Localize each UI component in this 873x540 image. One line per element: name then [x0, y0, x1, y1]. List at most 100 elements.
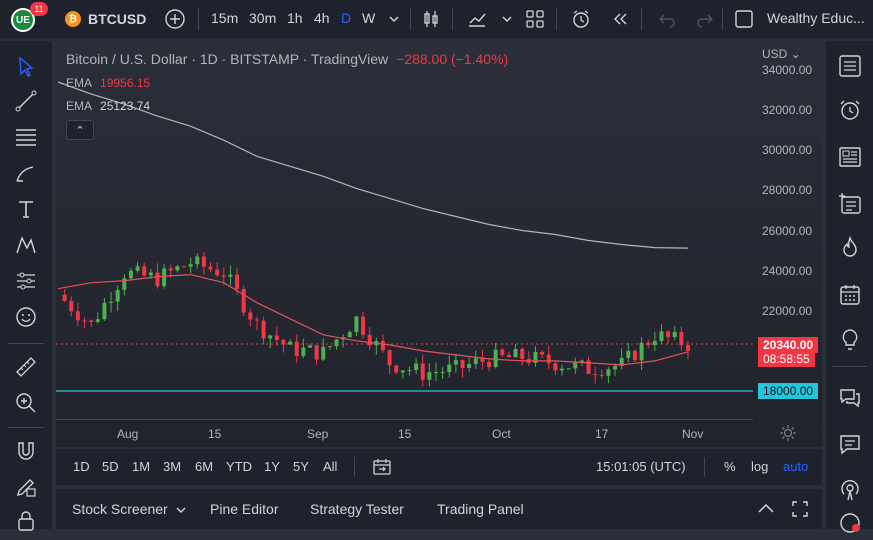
candle-body: [281, 340, 286, 345]
time-axis[interactable]: [56, 419, 753, 447]
price-tick: 24000.00: [762, 264, 813, 278]
tab-pine-editor[interactable]: Pine Editor: [210, 501, 279, 517]
time-tick: 15: [208, 427, 222, 441]
ema-legend-1[interactable]: EMA 19956.15: [66, 76, 150, 90]
zoom-in-icon[interactable]: [14, 391, 38, 415]
interval-d[interactable]: D: [341, 10, 352, 26]
time-tick: Sep: [307, 427, 329, 441]
price-chart[interactable]: [0, 0, 873, 529]
chevron-down-icon[interactable]: [496, 8, 518, 30]
watchlist-icon[interactable]: [838, 54, 862, 78]
range-all[interactable]: All: [323, 459, 338, 474]
percent-scale-toggle[interactable]: %: [724, 459, 736, 474]
log-scale-toggle[interactable]: log: [751, 459, 769, 474]
indicators-icon[interactable]: [466, 8, 488, 30]
pattern-icon[interactable]: [14, 233, 38, 257]
range-5y[interactable]: 5Y: [293, 459, 309, 474]
replay-icon[interactable]: [609, 8, 631, 30]
cursor-icon[interactable]: [14, 55, 38, 79]
notification-badge: 11: [30, 2, 48, 16]
chevron-down-icon[interactable]: [383, 8, 405, 30]
candle-body: [115, 289, 120, 302]
tab-stock-screener[interactable]: Stock Screener: [72, 501, 168, 517]
chevron-down-icon[interactable]: [174, 503, 188, 517]
candle-body: [414, 363, 419, 371]
undo-icon[interactable]: [656, 8, 678, 30]
ema-label: EMA: [66, 76, 93, 90]
interval-w[interactable]: W: [362, 10, 376, 26]
auto-scale-toggle[interactable]: auto: [783, 459, 809, 474]
text-icon[interactable]: [14, 197, 38, 221]
symbol-search[interactable]: BTCUSD: [88, 11, 147, 27]
account-name[interactable]: Wealthy Educ...: [767, 10, 865, 26]
trend-line-icon[interactable]: [14, 89, 38, 113]
currency-selector[interactable]: USD ⌄: [762, 47, 801, 61]
utc-clock[interactable]: 15:01:05 (UTC): [596, 459, 686, 474]
range-1d[interactable]: 1D: [73, 459, 90, 474]
divider: [198, 8, 199, 30]
time-tick: Aug: [117, 427, 139, 441]
tab-strategy-tester[interactable]: Strategy Tester: [310, 501, 404, 517]
compare-add-icon[interactable]: [164, 8, 186, 30]
date-range-icon[interactable]: [372, 457, 392, 477]
range-1y[interactable]: 1Y: [264, 459, 280, 474]
settings-gear-icon[interactable]: [779, 424, 797, 442]
candle-body: [460, 360, 465, 369]
templates-grid-icon[interactable]: [524, 8, 546, 30]
range-5d[interactable]: 5D: [102, 459, 119, 474]
chats-icon[interactable]: [838, 386, 862, 410]
ema-legend-2[interactable]: EMA 25123.74: [66, 99, 150, 113]
magnet-icon[interactable]: [14, 439, 38, 463]
layout-square-icon[interactable]: [733, 8, 755, 30]
hotlist-flame-icon[interactable]: [838, 235, 862, 260]
range-ytd[interactable]: YTD: [226, 459, 252, 474]
price-tick: 28000.00: [762, 183, 813, 197]
data-window-icon[interactable]: [838, 191, 862, 215]
emoji-icon[interactable]: [14, 305, 38, 329]
streams-icon[interactable]: [838, 478, 862, 502]
ideas-lightbulb-icon[interactable]: [838, 328, 862, 352]
interval-4h[interactable]: 4h: [314, 10, 330, 26]
candle-body: [553, 363, 558, 371]
tab-trading-panel[interactable]: Trading Panel: [437, 501, 524, 517]
candle-body: [201, 256, 206, 267]
range-1m[interactable]: 1M: [132, 459, 151, 474]
range-3m[interactable]: 3M: [163, 459, 182, 474]
news-icon[interactable]: [838, 145, 862, 169]
chart-pane[interactable]: [56, 41, 822, 447]
chart-legend-title[interactable]: Bitcoin / U.S. Dollar · 1D · BITSTAMP · …: [66, 51, 508, 67]
candle-body: [646, 342, 651, 345]
brush-icon[interactable]: [14, 161, 38, 185]
ruler-icon[interactable]: [14, 355, 38, 379]
help-icon[interactable]: [838, 511, 862, 535]
interval-15m[interactable]: 15m: [211, 10, 239, 26]
divider: [641, 8, 642, 30]
candle-body: [294, 341, 299, 356]
candle-body: [135, 266, 140, 271]
candle-body: [69, 300, 74, 312]
alert-clock-icon[interactable]: [570, 8, 592, 30]
calendar-icon[interactable]: [838, 283, 862, 307]
redo-icon[interactable]: [694, 8, 716, 30]
interval-1h[interactable]: 1h: [287, 10, 303, 26]
ema-25123-line: [57, 81, 689, 249]
chevron-up-icon[interactable]: [756, 501, 776, 517]
divider: [704, 457, 705, 477]
candles-chart-type-icon[interactable]: [420, 8, 442, 30]
time-tick: 15: [398, 427, 412, 441]
range-bar: 1D 5D 1M 3M 6M YTD 1Y 5Y All 15:01:05 (U…: [56, 449, 822, 485]
fib-retracement-icon[interactable]: [14, 125, 38, 149]
alarm-clock-icon[interactable]: [838, 98, 862, 122]
chat-message-icon[interactable]: [838, 432, 862, 456]
candle-body: [387, 350, 392, 366]
candle-body: [652, 340, 657, 345]
range-6m[interactable]: 6M: [195, 459, 214, 474]
collapse-legend-button[interactable]: ⌃: [66, 120, 94, 140]
maximize-icon[interactable]: [791, 500, 809, 518]
prediction-icon[interactable]: [14, 269, 38, 293]
lock-drawing-icon[interactable]: [14, 475, 38, 499]
candle-body: [75, 311, 80, 321]
divider: [722, 8, 723, 30]
candle-body: [122, 278, 127, 290]
interval-30m[interactable]: 30m: [249, 10, 277, 26]
